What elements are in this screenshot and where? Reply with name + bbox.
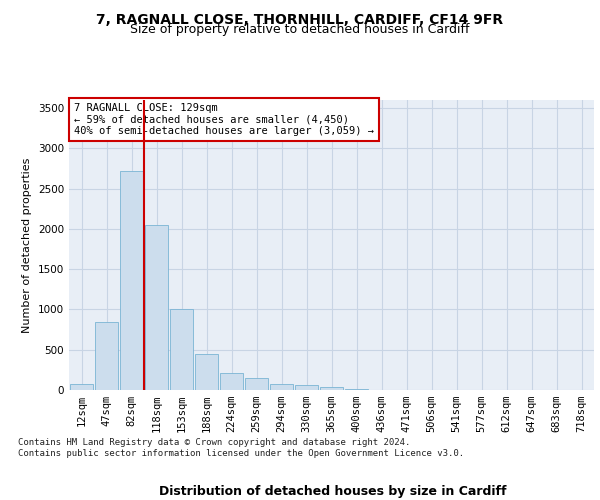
Bar [145, 225, 169, 390]
Bar [170, 310, 193, 390]
Bar [70, 384, 94, 390]
Bar [344, 389, 368, 390]
Bar [320, 387, 343, 390]
Bar [95, 322, 118, 390]
Y-axis label: Number of detached properties: Number of detached properties [22, 158, 32, 332]
Bar [245, 378, 268, 390]
Text: Contains HM Land Registry data © Crown copyright and database right 2024.
Contai: Contains HM Land Registry data © Crown c… [18, 438, 464, 458]
Bar [269, 384, 293, 390]
Bar [119, 171, 143, 390]
Bar [194, 354, 218, 390]
Text: Size of property relative to detached houses in Cardiff: Size of property relative to detached ho… [130, 22, 470, 36]
Bar [295, 385, 319, 390]
Text: 7, RAGNALL CLOSE, THORNHILL, CARDIFF, CF14 9FR: 7, RAGNALL CLOSE, THORNHILL, CARDIFF, CF… [97, 12, 503, 26]
Bar [220, 373, 244, 390]
Text: Distribution of detached houses by size in Cardiff: Distribution of detached houses by size … [159, 484, 507, 498]
Text: 7 RAGNALL CLOSE: 129sqm
← 59% of detached houses are smaller (4,450)
40% of semi: 7 RAGNALL CLOSE: 129sqm ← 59% of detache… [74, 103, 374, 136]
